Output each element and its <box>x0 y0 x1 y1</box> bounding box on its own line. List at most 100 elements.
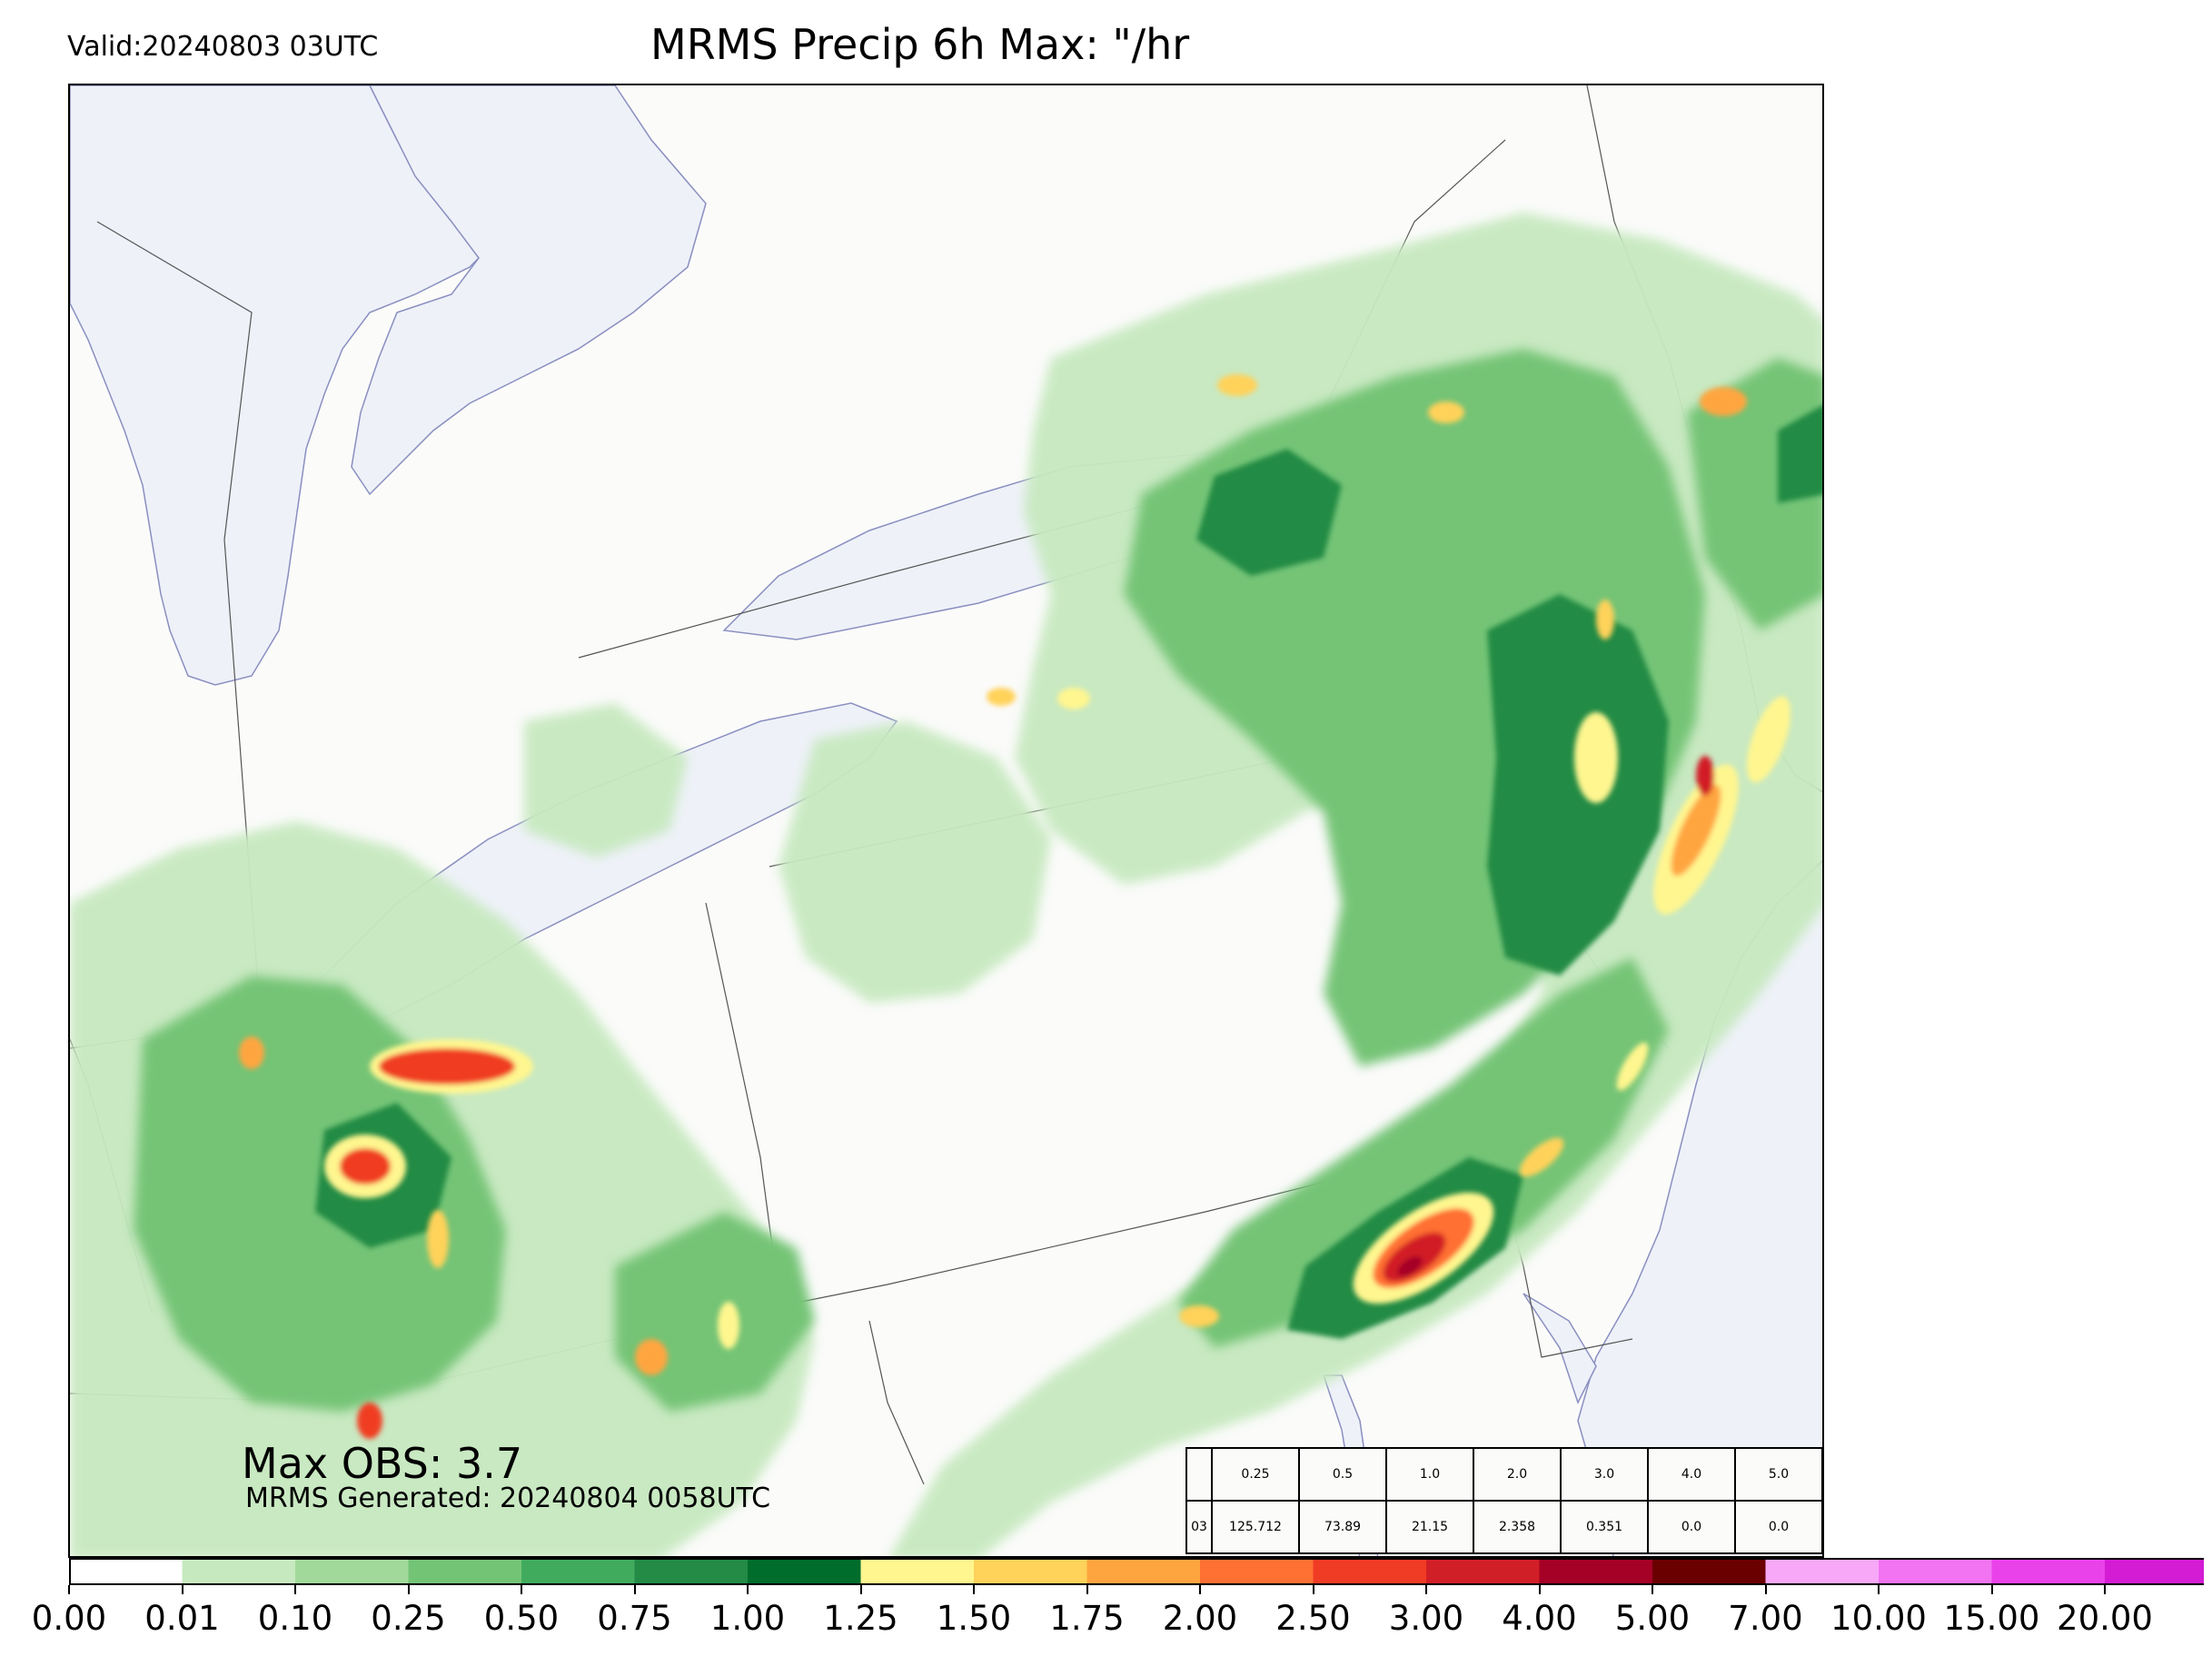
valid-time: Valid:20240803 03UTC <box>67 31 379 63</box>
colorbar-tick-label: 4.00 <box>1502 1599 1577 1638</box>
colorbar-segment <box>1652 1559 1766 1584</box>
colorbar-tick-label: 1.75 <box>1049 1599 1125 1638</box>
colorbar-tick-mark <box>1312 1585 1314 1594</box>
stats-table: 0.25 0.5 1.0 2.0 3.0 4.0 5.0 03 125.712 … <box>1185 1447 1823 1554</box>
colorbar-segment <box>634 1559 749 1584</box>
value-cell: 125.712 <box>1211 1500 1300 1554</box>
value-cell: 2.358 <box>1473 1500 1562 1554</box>
colorbar-tick-mark <box>181 1585 184 1594</box>
colorbar-segment <box>1765 1559 1880 1584</box>
core-yellow <box>718 1302 739 1349</box>
colorbar-segment <box>521 1559 635 1584</box>
colorbar-tick-label: 0.00 <box>31 1599 107 1638</box>
core-yellow <box>1574 712 1618 803</box>
colorbar-tick-mark <box>2104 1585 2106 1594</box>
colorbar-tick-mark <box>973 1585 975 1594</box>
core-yellow <box>1596 600 1614 640</box>
core-yellow <box>635 1339 668 1375</box>
colorbar-tick-mark <box>1538 1585 1541 1594</box>
core-darkred <box>1397 1255 1423 1277</box>
threshold-cell: 0.5 <box>1298 1447 1387 1502</box>
chart-title: MRMS Precip 6h Max: "/hr <box>650 20 1190 69</box>
threshold-cell: 2.0 <box>1473 1447 1562 1502</box>
core-yellow <box>1746 696 1791 783</box>
stats-corner-cell <box>1185 1447 1213 1502</box>
colorbar-frame <box>69 1558 2204 1585</box>
colorbar-tick-label: 20.00 <box>2057 1599 2153 1638</box>
colorbar-segment <box>748 1559 861 1584</box>
colorbar-tick-label: 0.01 <box>144 1599 220 1638</box>
colorbar-tick-label: 0.50 <box>483 1599 560 1638</box>
colorbar-segment <box>1426 1559 1540 1584</box>
value-cell: 0.351 <box>1560 1500 1649 1554</box>
core-red <box>1696 756 1714 796</box>
core-yellow <box>987 688 1016 706</box>
colorbar-tick-mark <box>1878 1585 1880 1594</box>
core-yellow <box>1616 1042 1649 1091</box>
colorbar-tick-mark <box>294 1585 296 1594</box>
threshold-cell: 5.0 <box>1734 1447 1823 1502</box>
threshold-cell: 0.25 <box>1211 1447 1300 1502</box>
core-yellow <box>427 1210 449 1268</box>
precip-heavy <box>239 374 1791 1439</box>
value-cell: 0.0 <box>1734 1500 1823 1554</box>
colorbar-segment <box>1539 1559 1653 1584</box>
colorbar-tick-mark <box>1652 1585 1653 1594</box>
core-yellow <box>1428 402 1464 423</box>
colorbar-tick-mark <box>1425 1585 1427 1594</box>
colorbar-tick-label: 1.50 <box>936 1599 1012 1638</box>
stats-value-row: 03 125.712 73.89 21.15 2.358 0.351 0.0 0… <box>1185 1500 1823 1554</box>
core-yellow <box>239 1036 264 1069</box>
colorbar-segment <box>1200 1559 1314 1584</box>
colorbar-tick-label: 0.75 <box>597 1599 672 1638</box>
colorbar-segment <box>974 1559 1087 1584</box>
colorbar-tick-label: 0.25 <box>371 1599 446 1638</box>
colorbar-segment <box>2105 1559 2204 1584</box>
colorbar-tick-label: 10.00 <box>1830 1599 1927 1638</box>
colorbar-segment <box>1086 1559 1201 1584</box>
core-red <box>379 1048 515 1085</box>
colorbar-segment <box>1313 1559 1427 1584</box>
row-label-cell: 03 <box>1185 1500 1213 1554</box>
colorbar-tick-label: 5.00 <box>1614 1599 1691 1638</box>
generated-label: MRMS Generated: 20240804 0058UTC <box>245 1483 771 1514</box>
delaware-bay <box>1523 1293 1597 1404</box>
colorbar-segment <box>1879 1559 1992 1584</box>
value-cell: 21.15 <box>1385 1500 1474 1554</box>
core-yellow <box>357 1403 382 1439</box>
colorbar-tick-label: 3.00 <box>1388 1599 1464 1638</box>
colorbar-tick-mark <box>1764 1585 1767 1594</box>
map-svg <box>70 85 1822 1556</box>
core-yellow <box>1179 1305 1219 1327</box>
value-cell: 0.0 <box>1647 1500 1736 1554</box>
colorbar-tick-mark <box>747 1585 749 1594</box>
colorbar-tick-mark <box>1086 1585 1088 1594</box>
value-cell: 73.89 <box>1298 1500 1387 1554</box>
colorbar-tick-label: 2.00 <box>1162 1599 1238 1638</box>
core-yellow <box>1057 688 1090 709</box>
colorbar-segment <box>860 1559 975 1584</box>
core-yellow <box>1217 374 1257 396</box>
colorbar-tick-mark <box>1199 1585 1201 1594</box>
colorbar-tick-label: 0.10 <box>257 1599 333 1638</box>
colorbar-segment <box>408 1559 522 1584</box>
colorbar-tick-mark <box>407 1585 410 1594</box>
colorbar-tick-mark <box>68 1585 70 1594</box>
core-yellow <box>1519 1137 1564 1177</box>
lake-huron <box>351 85 707 496</box>
colorbar-segment <box>69 1559 183 1584</box>
colorbar-tick-mark <box>1990 1585 1993 1594</box>
colorbar-segment <box>1991 1559 2106 1584</box>
colorbar-tick-mark <box>633 1585 636 1594</box>
core-orange <box>1671 784 1721 877</box>
stats-header-row: 0.25 0.5 1.0 2.0 3.0 4.0 5.0 <box>1185 1447 1823 1502</box>
colorbar-tick-label: 7.00 <box>1728 1599 1803 1638</box>
colorbar-segment <box>295 1559 409 1584</box>
colorbar-tick-mark <box>859 1585 862 1594</box>
colorbar-tick-label: 2.50 <box>1275 1599 1351 1638</box>
threshold-cell: 4.0 <box>1647 1447 1736 1502</box>
colorbar-segment <box>182 1559 296 1584</box>
core-yellow <box>1700 387 1747 416</box>
colorbar <box>69 1558 2204 1585</box>
threshold-cell: 1.0 <box>1385 1447 1474 1502</box>
